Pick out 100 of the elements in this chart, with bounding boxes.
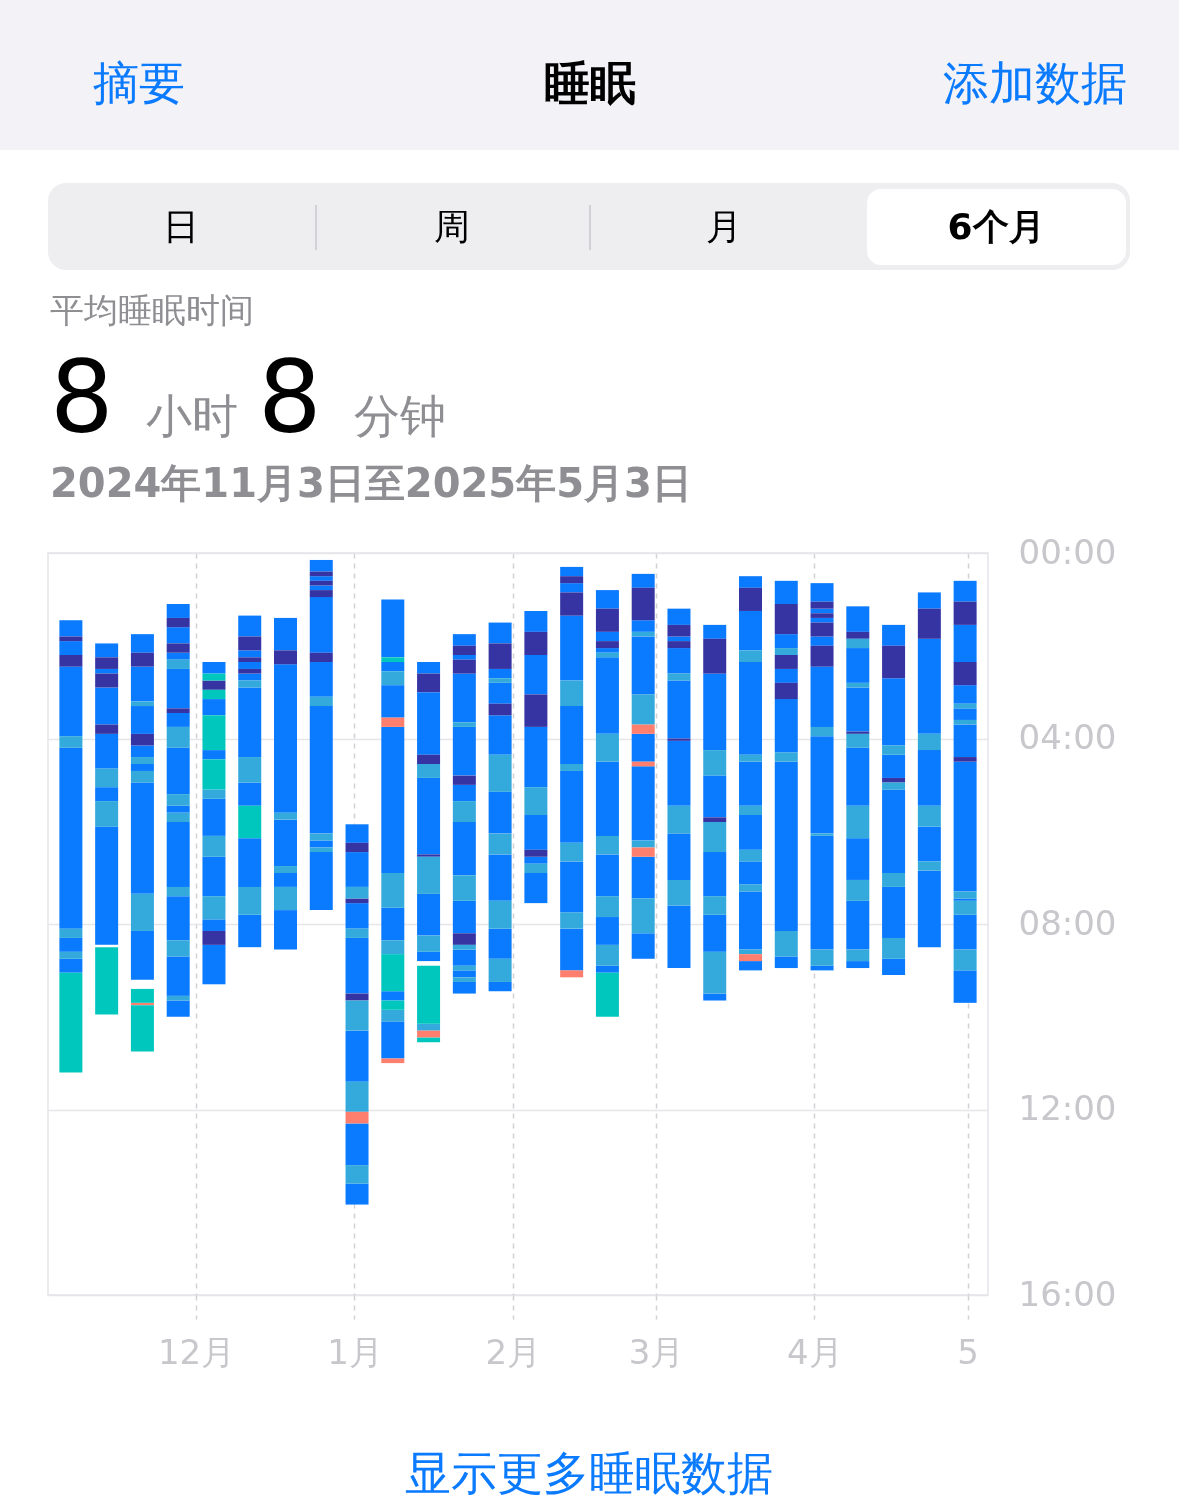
bar <box>381 872 405 908</box>
bar <box>703 750 727 776</box>
bar <box>452 655 476 660</box>
bar <box>130 634 154 653</box>
bar <box>953 580 977 602</box>
bar <box>488 928 512 959</box>
text: 月 <box>706 206 742 247</box>
bar <box>95 643 119 658</box>
bar <box>452 821 476 876</box>
bar <box>95 657 119 669</box>
bar <box>739 650 762 662</box>
bar <box>130 893 154 931</box>
bar <box>631 856 655 899</box>
bar <box>95 801 119 827</box>
bar <box>953 685 977 704</box>
bar <box>631 847 655 857</box>
bar <box>739 576 762 588</box>
bar <box>381 717 405 727</box>
bar <box>381 907 405 941</box>
bar <box>166 821 190 887</box>
bar <box>130 733 154 746</box>
bar <box>846 638 870 649</box>
bar <box>810 736 834 834</box>
bar <box>774 752 798 762</box>
bar <box>95 724 119 734</box>
bar <box>166 886 190 897</box>
bar <box>560 592 584 616</box>
bar <box>667 673 691 681</box>
y-tick-label: 16:00 <box>1018 1273 1117 1314</box>
bar <box>274 664 297 813</box>
bar <box>524 694 548 727</box>
bar <box>703 638 727 674</box>
bar <box>882 645 906 679</box>
bar <box>703 817 727 822</box>
bar <box>882 872 906 887</box>
bar <box>560 842 584 862</box>
bar <box>703 852 727 897</box>
bar <box>381 661 405 672</box>
bar <box>739 805 762 816</box>
bar <box>953 914 977 950</box>
bar <box>953 898 977 901</box>
y-tick-label: 08:00 <box>1018 902 1117 943</box>
bar <box>95 787 119 802</box>
bar <box>846 687 870 732</box>
bar <box>774 668 798 683</box>
bar <box>202 919 226 931</box>
bar <box>309 652 333 662</box>
bar <box>345 1000 369 1031</box>
bar <box>95 768 119 788</box>
bar <box>953 624 977 662</box>
bar <box>130 782 154 894</box>
text: 周 <box>434 206 470 247</box>
bar <box>202 750 226 760</box>
bar <box>309 852 333 911</box>
bar <box>166 1000 190 1017</box>
bar <box>309 585 333 591</box>
bar <box>631 694 655 725</box>
bar <box>166 668 190 709</box>
bar <box>631 766 655 841</box>
y-tick-label: 04:00 <box>1018 717 1117 757</box>
bar <box>667 833 691 880</box>
bar <box>524 610 548 632</box>
bar <box>166 812 190 822</box>
bar <box>524 863 548 873</box>
bar <box>95 668 119 674</box>
bar <box>774 682 798 700</box>
bar <box>917 805 941 827</box>
bar <box>166 627 190 644</box>
bar <box>345 842 369 853</box>
bar <box>524 872 548 904</box>
bar <box>59 951 83 959</box>
bar <box>202 680 226 690</box>
bar <box>166 712 190 727</box>
bar <box>488 958 512 982</box>
text: 6个月 <box>947 206 1045 247</box>
bar <box>345 928 369 938</box>
bar <box>846 733 870 748</box>
bar <box>595 917 619 945</box>
bar <box>417 856 441 894</box>
bar <box>667 905 691 969</box>
bar <box>381 940 405 955</box>
bar <box>846 900 870 950</box>
bar <box>953 900 977 915</box>
bar <box>846 838 870 880</box>
bar <box>381 671 405 686</box>
bar <box>309 590 333 598</box>
bar <box>595 590 619 609</box>
bar <box>810 613 834 618</box>
bar <box>238 805 262 839</box>
bar <box>882 789 906 873</box>
bar <box>631 724 655 734</box>
bar <box>524 856 548 864</box>
bar <box>560 576 584 584</box>
bar <box>452 933 476 945</box>
bar <box>345 1165 369 1184</box>
bar <box>917 870 941 948</box>
bar <box>917 733 941 751</box>
bar <box>524 655 548 695</box>
bar <box>452 726 476 776</box>
bar <box>417 673 441 693</box>
